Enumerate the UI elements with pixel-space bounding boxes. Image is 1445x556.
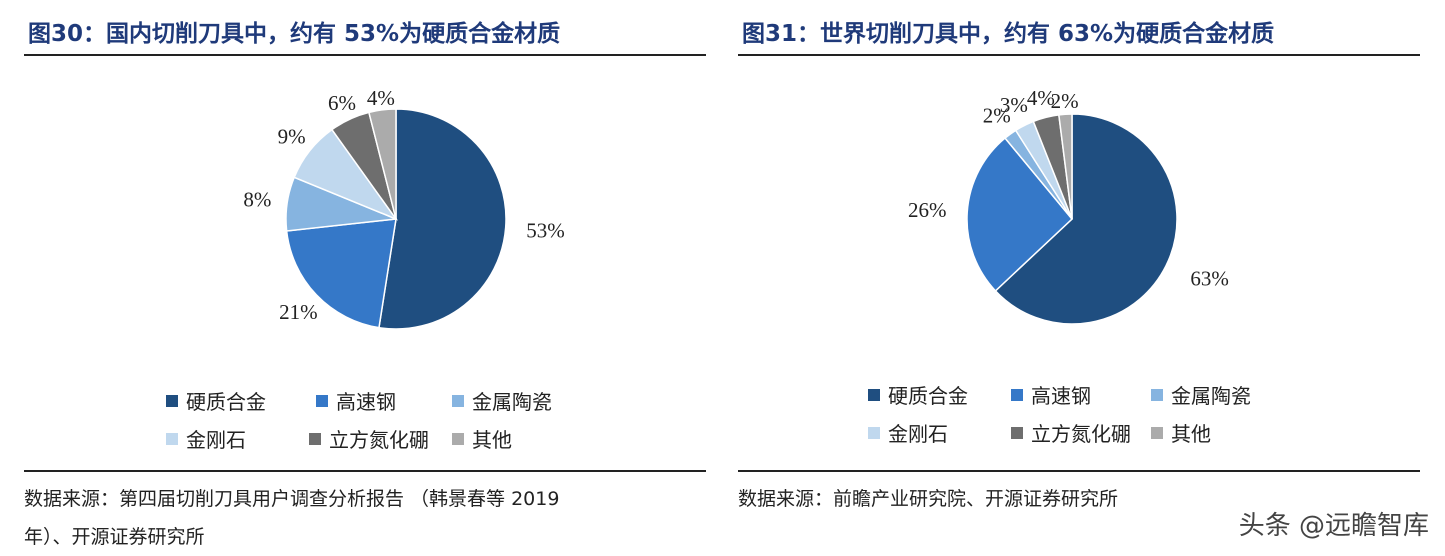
legend-item: 硬质合金	[166, 386, 266, 415]
legend-label: 立方氮化硼	[329, 428, 429, 452]
legend-label: 金刚石	[888, 422, 948, 446]
slice-data-label: 8%	[243, 187, 271, 211]
slice-data-label: 4%	[367, 86, 395, 110]
legend-item: 金属陶瓷	[452, 386, 552, 415]
pie-chart: 63%26%2%3% 4%2%	[908, 86, 1229, 325]
pie-chart: 53% 21% 8% 9% 6% 4%	[243, 86, 565, 330]
legend-item: 硬质合金	[868, 380, 968, 409]
legend-swatch	[868, 388, 880, 401]
chart-legend: 硬质合金 高速钢 金属陶瓷金刚石 立方氮化硼 其他	[24, 378, 706, 468]
legend-swatch	[452, 394, 464, 407]
legend-item: 其他	[452, 424, 512, 453]
slice-data-label: 26%	[908, 198, 947, 222]
legend-label: 硬质合金	[888, 384, 968, 408]
slice-data-label: 3%	[1000, 93, 1028, 117]
pie-slice	[1058, 113, 1073, 220]
legend-item: 金刚石	[166, 424, 246, 453]
legend-item: 高速钢	[316, 386, 396, 415]
pie-slice	[285, 218, 397, 329]
legend-swatch	[1151, 388, 1163, 401]
source-note: 数据来源：第四届切削刀具用户调查分析报告 （韩景春等 2019 年）、开源证券研…	[24, 480, 559, 556]
legend-label: 金属陶瓷	[472, 390, 552, 414]
bottom-divider	[738, 470, 1420, 472]
chart-title: 图30：国内切削刀具中，约有 53%为硬质合金材质	[28, 21, 561, 47]
legend-item: 高速钢	[1011, 380, 1091, 409]
legend-swatch	[1011, 388, 1023, 401]
slice-data-label: 63%	[1190, 267, 1229, 291]
top-divider	[738, 54, 1420, 56]
source-line-2: 年）、开源证券研究所	[24, 526, 205, 548]
source-line-1: 数据来源：前瞻产业研究院、开源证券研究所	[738, 488, 1119, 510]
legend-item: 金刚石	[868, 418, 948, 447]
legend-item: 金属陶瓷	[1151, 380, 1251, 409]
chart-legend: 硬质合金 高速钢 金属陶瓷金刚石 立方氮化硼 其他	[738, 378, 1420, 468]
slice-data-label: 4%	[1027, 86, 1055, 110]
legend-item: 立方氮化硼	[309, 424, 429, 453]
legend-label: 高速钢	[336, 390, 396, 414]
legend-label: 立方氮化硼	[1031, 422, 1131, 446]
watermark: 头条 @远瞻智库	[1238, 511, 1429, 541]
legend-swatch	[1151, 426, 1163, 439]
pie-slice	[966, 137, 1074, 292]
slice-data-label: 6%	[328, 91, 356, 115]
legend-label: 金属陶瓷	[1171, 384, 1251, 408]
source-line-1: 数据来源：第四届切削刀具用户调查分析报告 （韩景春等 2019	[24, 488, 560, 510]
legend-swatch	[309, 432, 321, 445]
legend-item: 其他	[1151, 418, 1211, 447]
legend-swatch	[166, 432, 178, 445]
legend-label: 其他	[472, 428, 512, 452]
legend-item: 立方氮化硼	[1011, 418, 1131, 447]
legend-label: 其他	[1171, 422, 1211, 446]
legend-swatch	[868, 426, 880, 439]
pie-slice	[994, 113, 1178, 325]
slice-data-label: 53%	[526, 219, 565, 243]
legend-swatch	[316, 394, 328, 407]
bottom-divider	[24, 470, 706, 472]
legend-label: 金刚石	[186, 428, 246, 452]
source-note: 数据来源：前瞻产业研究院、开源证券研究所	[738, 480, 1118, 518]
slice-data-label: 2%	[983, 103, 1011, 127]
legend-swatch	[1011, 426, 1023, 439]
slice-data-label: 9%	[278, 125, 306, 149]
legend-label: 硬质合金	[186, 390, 266, 414]
top-divider	[24, 54, 706, 56]
pie-slice	[367, 108, 397, 220]
legend-label: 高速钢	[1031, 384, 1091, 408]
slice-data-label: 2%	[1051, 89, 1079, 113]
legend-swatch	[166, 394, 178, 407]
chart-title: 图31：世界切削刀具中，约有 63%为硬质合金材质	[742, 21, 1275, 47]
pie-slice	[378, 108, 507, 330]
slice-data-label: 21%	[279, 300, 318, 324]
legend-swatch	[452, 432, 464, 445]
